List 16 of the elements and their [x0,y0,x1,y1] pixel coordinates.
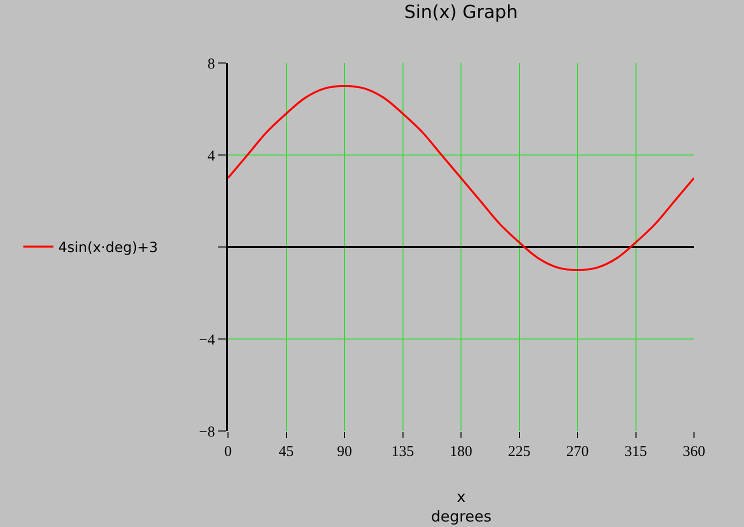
y-tick-label: −8 [199,424,215,440]
x-tick-label: 90 [337,444,352,460]
x-tick-label: 0 [224,444,232,460]
x-axis-title: x degrees [431,488,492,526]
x-tick-label: 180 [450,444,472,460]
legend-label: 4sin(x·deg)+3 [58,240,158,256]
x-tick-label: 135 [392,444,414,460]
x-tick-label: 270 [566,444,589,460]
x-tick-label: 225 [508,444,530,460]
chart-title: Sin(x) Graph [404,2,518,23]
x-tick-label: 315 [624,444,647,460]
x-tick-label: 360 [682,444,706,460]
y-tick-label: −4 [199,332,216,348]
y-tick-label: 8 [208,56,215,72]
y-tick-label: 4 [208,148,216,164]
x-tick-label: 45 [278,444,294,460]
